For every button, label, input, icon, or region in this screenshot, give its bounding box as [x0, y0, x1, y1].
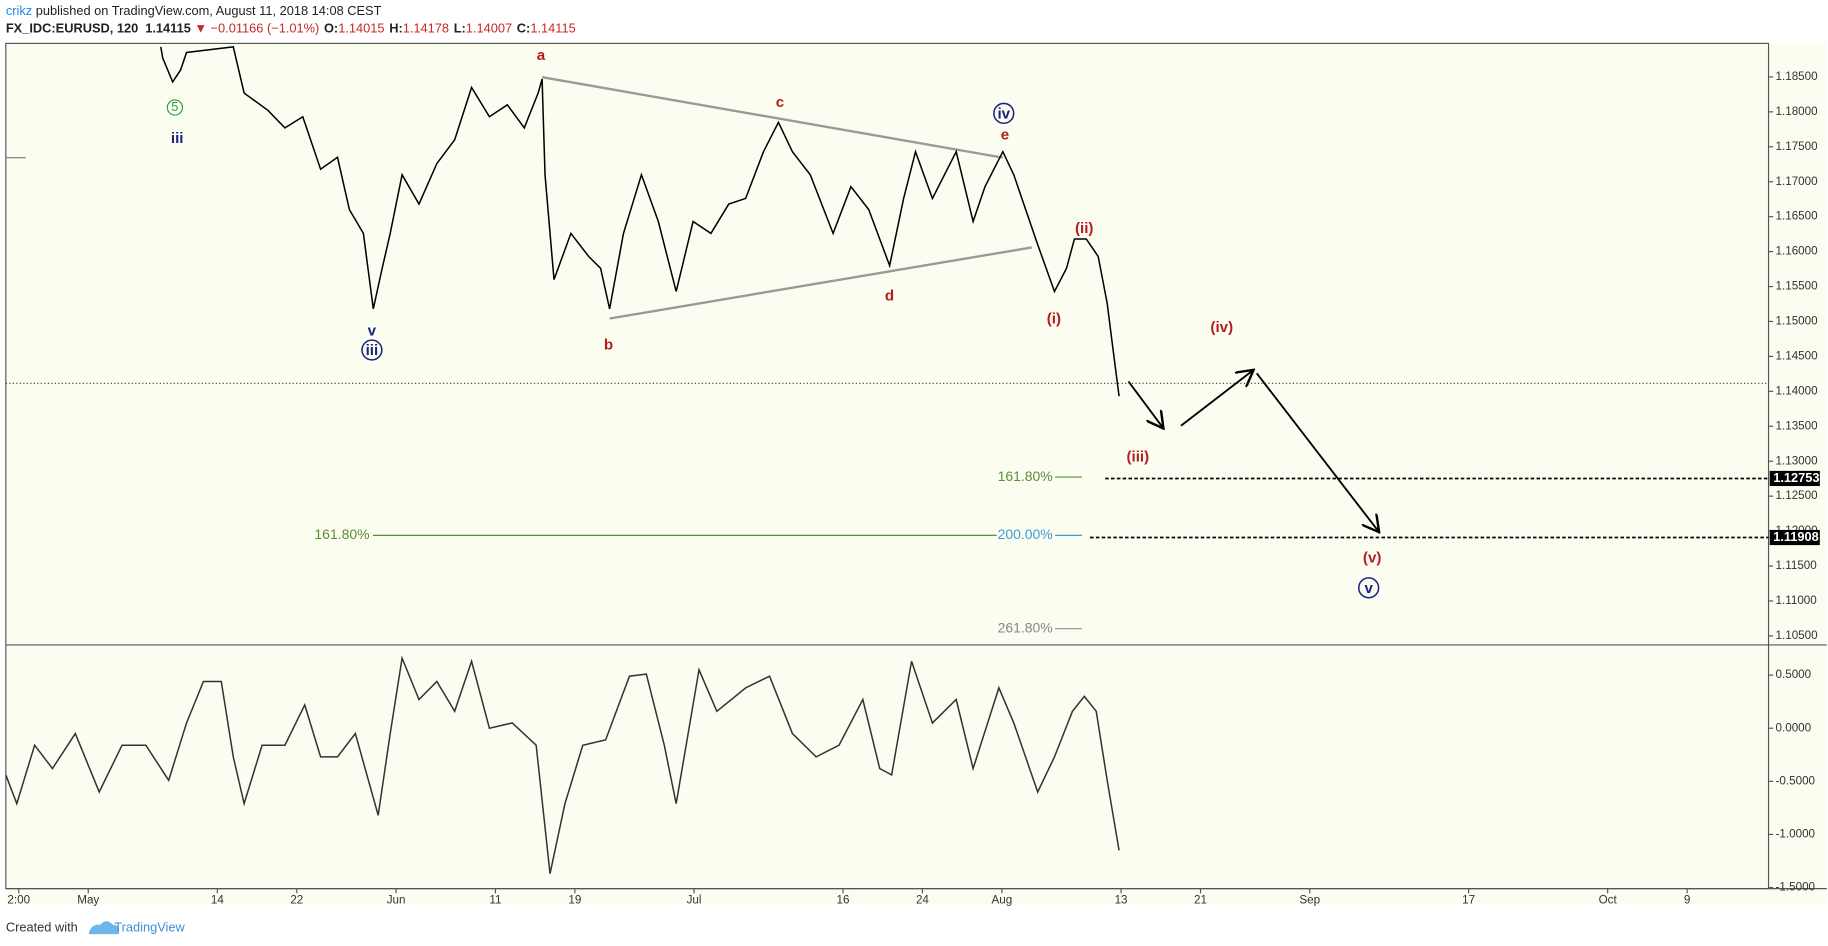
wave-label: (iii)	[1126, 448, 1149, 465]
fib-label: 161.80%	[314, 526, 369, 542]
wave-label: b	[604, 336, 613, 353]
change-arrow: ▼	[194, 21, 207, 36]
x-tick-label: 19	[568, 893, 581, 906]
x-tick-label: 11	[489, 893, 501, 906]
y-tick-label: 0.0000	[1776, 721, 1812, 734]
price-badge	[1769, 529, 1820, 546]
drawing-layer	[166, 76, 1380, 630]
annotations: 5 iii v iii a b c d iv e (ii) (i) (iv) (…	[171, 47, 1382, 635]
y-tick-label: 1.16500	[1776, 210, 1819, 223]
x-tick-label: 2:00	[7, 893, 30, 906]
fib-label: 161.80%	[998, 468, 1053, 484]
x-tick-label: 13	[1115, 893, 1128, 906]
x-tick-label: Aug	[992, 893, 1013, 906]
fib-label: 200.00%	[998, 526, 1053, 542]
price-badge-label: 1.12753	[1773, 470, 1819, 485]
y-tick-label: 1.16000	[1776, 245, 1819, 258]
plot-background	[5, 43, 1827, 905]
ohlc-value: 1.14115	[530, 21, 575, 36]
wave-label: v	[1364, 580, 1373, 597]
wave-label: (iv)	[1210, 319, 1233, 336]
y-tick-label: 1.14000	[1776, 384, 1819, 397]
x-tick-label: 21	[1194, 893, 1207, 906]
last-price: 1.14115	[145, 21, 191, 36]
x-tick-label: Jun	[387, 893, 406, 906]
y-tick-label: 1.10500	[1776, 629, 1819, 642]
y-tick-label: 1.13500	[1776, 419, 1819, 432]
y-tick-label: -0.5000	[1776, 774, 1816, 787]
y-tick-label: 1.15000	[1776, 315, 1819, 328]
wave-circle	[1358, 577, 1380, 599]
x-tick-label: 16	[837, 893, 850, 906]
price-badge	[1769, 470, 1820, 487]
symbol-line: FX_IDC:EURUSD, 120 1.14115 ▼ −0.01166 (−1.0…	[6, 21, 576, 36]
fib-label: 261.80%	[998, 619, 1053, 635]
x-tick-label: May	[77, 893, 99, 906]
projection-arrow	[1180, 371, 1252, 427]
header-line: crikz published on TradingView.com, Augu…	[6, 3, 382, 18]
wave-circle	[993, 102, 1015, 125]
triangle-lower	[609, 246, 1032, 320]
author[interactable]: crikz	[6, 3, 32, 18]
wave-label: c	[776, 94, 784, 111]
ohlc-label: H:	[389, 21, 403, 36]
wave-circle	[361, 339, 383, 361]
wave-label: (i)	[1047, 311, 1061, 328]
change: −0.01166 (−1.01%)	[211, 21, 320, 36]
wave-label: iii	[366, 342, 379, 359]
footer-text: Created with	[6, 920, 78, 935]
ohlc-label: C:	[517, 21, 531, 36]
wave-label: (ii)	[1075, 220, 1094, 237]
published: published on TradingView.com, August 11,…	[32, 3, 381, 18]
series-line	[160, 46, 1120, 397]
ohlc-value: 1.14178	[403, 21, 449, 36]
ohlc-value: 1.14007	[466, 21, 512, 36]
ohlc-label: O:	[324, 21, 338, 36]
symbol: FX_IDC:EURUSD, 120	[6, 21, 138, 36]
y-tick-label: 1.13000	[1776, 454, 1819, 467]
x-tick-label: 24	[916, 893, 929, 906]
wave-circle	[166, 99, 184, 116]
wave-label: a	[537, 47, 546, 64]
y-tick-label: 1.15500	[1776, 280, 1819, 293]
series-line	[5, 655, 1120, 874]
wave-label: d	[885, 287, 894, 304]
x-tick-label: Jul	[687, 893, 702, 906]
y-tick-label: -1.0000	[1776, 828, 1816, 841]
x-tick-label: 17	[1462, 893, 1475, 906]
price-badge-label: 1.11908	[1773, 529, 1819, 544]
ohlc-label: L:	[454, 21, 466, 36]
y-tick-label: 1.14500	[1776, 349, 1819, 362]
x-tick-label: 22	[290, 893, 303, 906]
brand-logo	[88, 921, 120, 935]
y-tick-label: 1.18500	[1776, 70, 1819, 83]
wave-label: v	[368, 322, 377, 339]
y-tick-label: 1.11500	[1776, 559, 1818, 572]
y-tick-label: 1.18000	[1776, 105, 1819, 118]
x-tick-label: Sep	[1299, 893, 1320, 906]
projection-arrow	[1127, 380, 1163, 426]
y-tick-label: 1.12500	[1776, 489, 1819, 502]
wave-label: iv	[997, 106, 1010, 123]
y-tick-label: -1.5000	[1776, 881, 1816, 894]
wave-label: iii	[171, 130, 184, 147]
x-tick-label: 14	[211, 893, 224, 906]
x-tick-label: 9	[1684, 893, 1690, 906]
y-tick-label: 1.11000	[1776, 594, 1818, 607]
brand-name[interactable]: TradingView	[114, 920, 185, 935]
wave-label: (v)	[1363, 550, 1382, 567]
projection-arrow	[1256, 372, 1378, 530]
wave-label: e	[1001, 126, 1009, 143]
ohlc-value: 1.14015	[338, 21, 384, 36]
wave-label: 5	[171, 99, 178, 114]
y-tick-label: 1.17500	[1776, 140, 1819, 153]
y-tick-label: 1.17000	[1776, 175, 1819, 188]
x-tick-label: Oct	[1599, 893, 1618, 906]
triangle-upper	[541, 76, 1003, 159]
y-tick-label: 0.5000	[1776, 668, 1812, 681]
